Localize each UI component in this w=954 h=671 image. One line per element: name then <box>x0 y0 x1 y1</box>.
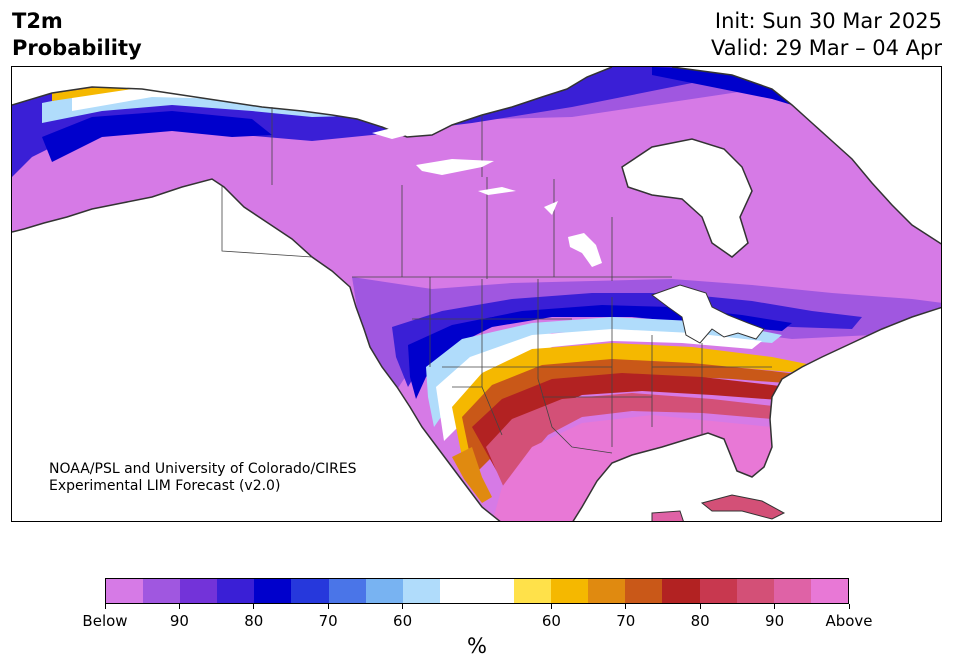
colorbar-tick-label: 70 <box>318 612 338 630</box>
colorbar-segment <box>699 579 737 603</box>
cuba <box>700 494 786 520</box>
colorbar-unit: % <box>467 634 487 658</box>
warm-band-midlat-red <box>472 373 802 477</box>
lake-great-bear <box>372 125 422 139</box>
forecast-dates: Init: Sun 30 Mar 2025 Valid: 29 Mar – 04… <box>711 8 942 62</box>
colorbar-tick-label: 60 <box>541 612 561 630</box>
colorbar-segment <box>736 579 774 603</box>
probability-map <box>11 66 942 522</box>
political-borders <box>221 107 772 454</box>
colorbar-segment <box>439 579 477 603</box>
colorbar-tick <box>104 604 106 609</box>
colorbar-segment <box>291 579 329 603</box>
colorbar-segment <box>476 579 515 603</box>
colorbar-tick <box>327 604 329 609</box>
colorbar-tick <box>550 604 552 609</box>
cold-band-northeast-core <box>652 67 872 131</box>
colorbar-segment <box>773 579 811 603</box>
colorbar-tick <box>402 604 404 609</box>
map-title: T2m Probability <box>12 8 142 62</box>
data-credit: NOAA/PSL and University of Colorado/CIRE… <box>49 461 357 495</box>
colorbar-segment <box>365 579 403 603</box>
colorbar-tick-label: Above <box>825 612 873 630</box>
colorbar-segment <box>254 579 292 603</box>
lake-winnipeg <box>568 233 602 267</box>
coastline <box>12 67 941 521</box>
colorbar-tick-label: 60 <box>393 612 413 630</box>
credit-line-1: NOAA/PSL and University of Colorado/CIRE… <box>49 461 357 477</box>
colorbar-segment <box>662 579 700 603</box>
cold-band-alaska-core <box>42 111 272 162</box>
colorbar-segment <box>143 579 181 603</box>
warm-band-midlat-pink <box>486 393 782 497</box>
colorbar-segment <box>402 579 440 603</box>
lake-athabasca <box>478 187 516 195</box>
colorbar-tick <box>699 604 701 609</box>
valid-range: Valid: 29 Mar – 04 Apr <box>711 36 942 60</box>
subtitle-label: Probability <box>12 36 142 60</box>
colorbar-tick-label: Below <box>82 612 128 630</box>
colorbar-tick <box>178 604 180 609</box>
colorbar-tick-label: 80 <box>690 612 710 630</box>
colorbar-tick <box>848 604 850 609</box>
colorbar-segment <box>625 579 663 603</box>
colorbar-segment <box>217 579 255 603</box>
warm-band-mexico <box>452 447 492 503</box>
colorbar-segment <box>810 579 848 603</box>
hudson-bay <box>621 138 753 258</box>
colorbar-tick-label: 70 <box>616 612 636 630</box>
colorbar-segment <box>551 579 589 603</box>
init-date: Init: Sun 30 Mar 2025 <box>714 9 942 33</box>
colorbar <box>105 578 849 604</box>
colorbar-segment <box>180 579 218 603</box>
colorbar-segment <box>588 579 626 603</box>
great-lakes <box>650 284 765 344</box>
colorbar-tick <box>625 604 627 609</box>
hispaniola <box>651 510 684 521</box>
credit-line-2: Experimental LIM Forecast (v2.0) <box>49 478 281 494</box>
colorbar-segment <box>106 579 144 603</box>
colorbar-tick-label: 90 <box>169 612 189 630</box>
colorbar-segment <box>328 579 366 603</box>
colorbar-segment <box>514 579 552 603</box>
lake-great-slave <box>416 159 494 175</box>
lake-reindeer <box>544 201 558 215</box>
map-canvas <box>12 67 941 521</box>
variable-label: T2m <box>12 9 63 33</box>
colorbar-tick-label: 80 <box>244 612 264 630</box>
colorbar-tick <box>774 604 776 609</box>
warm-band-arctic <box>372 67 462 85</box>
colorbar-tick <box>253 604 255 609</box>
colorbar-tick-label: 90 <box>765 612 785 630</box>
